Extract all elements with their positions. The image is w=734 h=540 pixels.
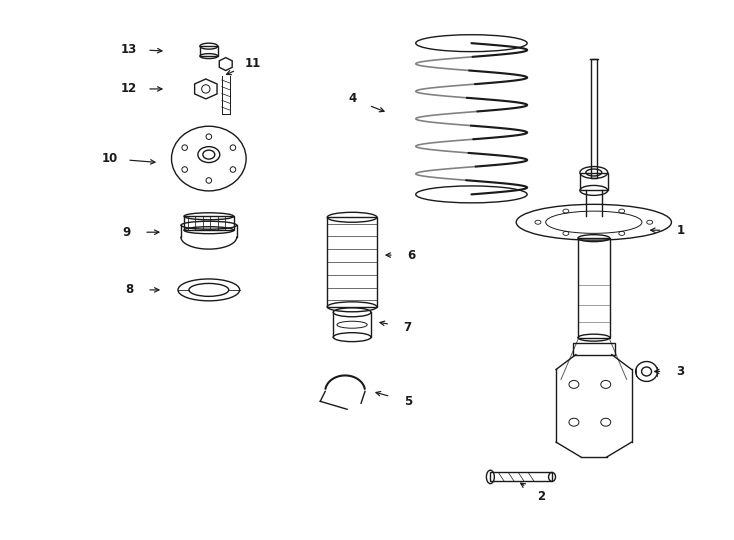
Text: 10: 10 <box>101 152 117 165</box>
Text: 2: 2 <box>537 490 545 503</box>
Bar <box>490 472 552 481</box>
Bar <box>184 217 233 230</box>
Bar <box>591 59 597 179</box>
Text: 6: 6 <box>407 248 416 261</box>
Text: 5: 5 <box>404 395 412 408</box>
Bar <box>580 172 608 191</box>
Bar <box>327 217 377 307</box>
Bar <box>200 46 218 56</box>
Text: 13: 13 <box>121 43 137 56</box>
Text: 7: 7 <box>404 321 412 334</box>
Bar <box>578 238 610 338</box>
Text: 8: 8 <box>125 284 134 296</box>
Text: 11: 11 <box>244 57 261 70</box>
Text: 1: 1 <box>676 224 684 237</box>
Text: 12: 12 <box>121 83 137 96</box>
Text: 4: 4 <box>348 92 356 105</box>
Bar <box>573 342 614 355</box>
Text: 9: 9 <box>122 226 131 239</box>
Text: 3: 3 <box>676 365 684 378</box>
